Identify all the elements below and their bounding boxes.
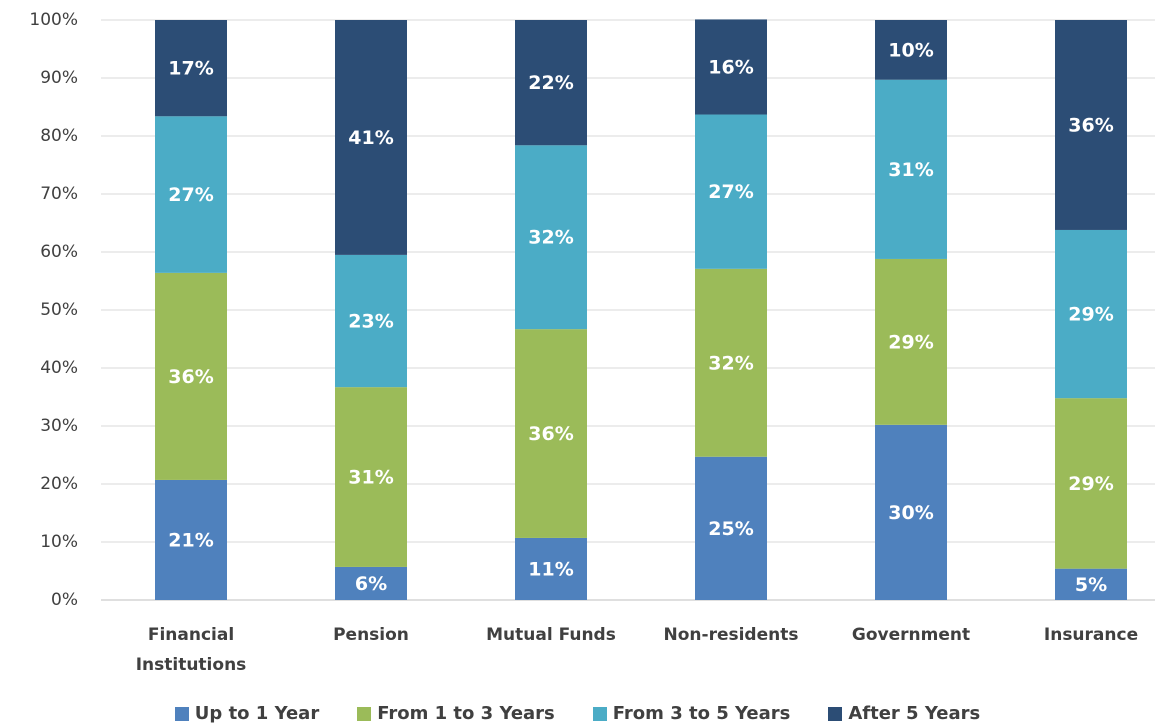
data-label: 11%	[528, 558, 573, 580]
data-label: 29%	[1068, 304, 1113, 326]
data-label: 30%	[888, 502, 933, 524]
x-tick-label: Government	[851, 625, 971, 645]
bar-segment	[155, 116, 227, 273]
data-label: 32%	[528, 227, 573, 249]
chart: 0% 10% 20% 30% 40% 50% 60% 70% 80% 90% 100% 21% 36% 2…	[29, 10, 1155, 610]
bar-segment	[335, 387, 407, 567]
bar-segment	[515, 145, 587, 330]
bar-segment	[695, 456, 767, 600]
bar-segment	[155, 479, 227, 600]
y-tick-label: 60%	[40, 242, 78, 262]
y-tick-label: 10%	[40, 532, 78, 552]
y-tick-label: 30%	[40, 416, 78, 436]
data-label: 29%	[1068, 473, 1113, 495]
bar-segment	[1055, 20, 1127, 230]
x-tick-label: Insurance	[1043, 625, 1139, 645]
bar-segment	[695, 114, 767, 269]
bar-segment	[1055, 398, 1127, 569]
data-label: 31%	[348, 467, 393, 489]
bar-segment	[695, 268, 767, 457]
bar-segment	[875, 20, 947, 80]
data-label: 31%	[888, 159, 933, 181]
bar-segment	[1055, 229, 1127, 399]
data-label: 22%	[528, 72, 573, 94]
data-label: 36%	[1068, 114, 1113, 136]
legend-swatch	[357, 706, 372, 721]
legend-item: Up to 1 Year	[174, 703, 320, 724]
bar-segment	[875, 424, 947, 600]
bar-segment	[515, 20, 587, 146]
y-tick-label: 40%	[40, 358, 78, 378]
legend-item: From 3 to 5 Years	[592, 703, 791, 724]
data-label: 23%	[348, 311, 393, 333]
data-label: 17%	[168, 58, 213, 80]
x-tick-label: Non-residents	[663, 625, 799, 645]
data-label: 6%	[355, 573, 387, 595]
data-label: 25%	[708, 518, 753, 540]
legend-swatch	[828, 706, 843, 721]
data-label: 10%	[888, 39, 933, 61]
data-label: 32%	[708, 352, 753, 374]
x-tick-label: Pension	[333, 625, 409, 645]
data-label: 27%	[168, 184, 213, 206]
x-tick-label: Mutual Funds	[486, 625, 616, 645]
bar-segment	[155, 272, 227, 480]
y-tick-label: 80%	[40, 126, 78, 146]
data-label: 36%	[528, 423, 573, 445]
y-tick-label: 20%	[40, 474, 78, 494]
y-tick-label: 50%	[40, 300, 78, 320]
data-label: 27%	[708, 181, 753, 203]
legend-label: After 5 Years	[848, 703, 981, 724]
data-label: 36%	[168, 366, 213, 388]
legend-label: Up to 1 Year	[194, 703, 320, 724]
legend: Up to 1 Year From 1 to 3 Years From 3 to 5…	[0, 703, 1155, 724]
bar-segment	[695, 19, 767, 115]
y-tick-label: 70%	[40, 184, 78, 204]
bar-segment	[335, 566, 407, 600]
legend-swatch	[174, 706, 189, 721]
data-label: 5%	[1075, 574, 1107, 596]
data-label: 29%	[888, 331, 933, 353]
data-label: 41%	[348, 127, 393, 149]
bar-segment	[335, 254, 407, 388]
bar-segment	[515, 537, 587, 600]
bar-segment	[1055, 568, 1127, 600]
legend-item: From 1 to 3 Years	[357, 703, 555, 724]
y-tick-label: 100%	[29, 10, 78, 30]
y-tick-label: 0%	[51, 590, 78, 610]
legend-label: From 3 to 5 Years	[612, 703, 791, 724]
data-label: 21%	[168, 529, 213, 551]
bar-segment	[155, 20, 227, 117]
legend-item: After 5 Years	[828, 703, 980, 724]
legend-swatch	[592, 706, 607, 721]
bar-segment	[875, 79, 947, 259]
bar-segment	[515, 329, 587, 538]
data-label: 16%	[708, 56, 753, 78]
bar-segment	[875, 258, 947, 425]
bar-segment	[335, 20, 407, 255]
legend-label: From 1 to 3 Years	[377, 703, 555, 724]
y-tick-label: 90%	[40, 68, 78, 88]
x-tick-label: Financial Institutions	[135, 625, 247, 675]
